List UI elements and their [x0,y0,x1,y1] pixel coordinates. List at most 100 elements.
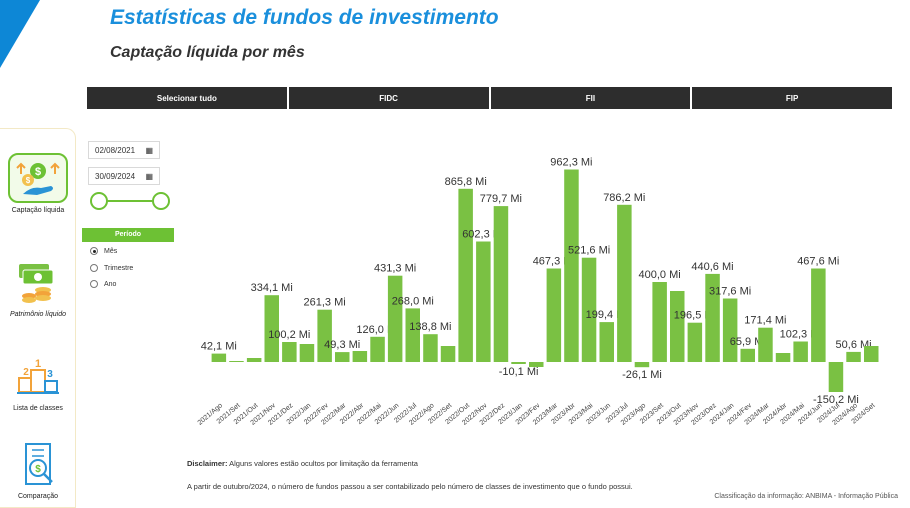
bar-2022/Dez[interactable] [493,206,509,362]
bar-2021/Dez[interactable] [282,342,297,362]
methodology-note: A partir de outubro/2024, o número de fu… [187,482,633,491]
bar-2023/Abr[interactable] [564,169,579,363]
data-label: 431,3 Mi [374,263,416,275]
data-label: 138,8 Mi [409,321,451,333]
bar-2023/Jan[interactable] [511,362,526,364]
data-label: 440,6 Mi [691,261,733,273]
bar-2021/Nov[interactable] [264,295,280,362]
bar-2022/Mar[interactable] [335,352,350,362]
radio-button [90,280,98,288]
bar-2022/Ago[interactable] [423,334,438,362]
bar-2024/Jul[interactable] [828,362,844,392]
sidebar-item-label: Comparação [17,493,59,500]
bar-2024/Ago[interactable] [846,351,861,362]
bar-2024/Jun[interactable] [811,268,826,363]
data-label: 65,9 Mi [730,336,766,348]
data-label: 786,2 Mi [603,192,645,204]
bar-2023/Dez[interactable] [705,273,720,362]
bar-2022/Mai[interactable] [370,336,385,362]
bar-2023/Jun[interactable] [599,322,615,362]
radio-button [90,264,98,272]
svg-text:2: 2 [23,367,29,378]
bar-2022/Jan[interactable] [299,344,315,362]
start-date-input[interactable]: 02/08/2021 ▦ [88,141,160,159]
data-label: 261,3 Mi [303,297,345,309]
page-title: Estatísticas de fundos de investimento [110,6,499,29]
building-search-icon: $ [8,439,68,489]
bar-2023/Mar[interactable] [546,268,562,363]
svg-text:3: 3 [47,369,53,380]
filter-select-all-button[interactable]: Selecionar tudo [87,87,287,109]
period-option-ano[interactable]: Ano [90,280,116,288]
slider-track [98,200,162,202]
podium-icon: 1 2 3 [8,351,68,401]
data-label: 865,8 Mi [445,176,487,188]
bar-2022/Jul[interactable] [405,308,421,362]
bar-2021/Ago[interactable] [211,353,227,362]
bar-2023/Out[interactable] [670,291,685,362]
bar-2022/Jun[interactable] [387,275,403,362]
disclaimer-text: Alguns valores estão ocultos por limitaç… [229,459,418,468]
bar-2024/Set[interactable] [864,346,879,362]
bar-2022/Abr[interactable] [352,351,368,362]
data-label: 49,3 Mi [324,339,360,351]
period-option-label: Mês [104,247,118,255]
period-option-label: Ano [104,280,117,288]
bar-2021/Set[interactable] [229,361,244,362]
date-range-slider[interactable] [90,191,170,211]
filter-fii-button[interactable]: FII [490,87,691,109]
sidebar: $ $ Captação líquida Patrimônio lí [0,128,76,508]
period-header: Período [82,228,174,242]
svg-text:$: $ [35,464,41,475]
data-label: 317,6 Mi [709,286,751,298]
sidebar-item-lista-classes[interactable]: 1 2 3 Lista de classes [0,351,76,412]
data-label: 334,1 Mi [251,282,293,294]
data-label: 171,4 Mi [744,315,786,327]
filter-fidc-button[interactable]: FIDC [288,87,489,109]
bar-2024/Fev[interactable] [740,348,756,362]
bar-2023/Fev[interactable] [529,362,544,367]
bar-2022/Set[interactable] [440,346,456,362]
sidebar-item-patrimonio[interactable]: Patrimônio líquido [0,257,76,318]
data-label: 962,3 Mi [550,157,592,169]
data-label: 467,6 Mi [797,256,839,268]
end-date-input[interactable]: 30/09/2024 ▦ [88,167,160,185]
period-option-label: Trimestre [104,264,134,272]
data-label: 521,6 Mi [568,245,610,257]
svg-text:$: $ [35,166,41,178]
bar-2024/Mai[interactable] [793,341,808,363]
bar-2023/Jul[interactable] [617,204,632,362]
bar-2024/Mar[interactable] [758,327,773,362]
start-date-value: 02/08/2021 [95,145,136,155]
bar-2022/Fev[interactable] [317,309,332,362]
data-label: -26,1 Mi [622,369,662,381]
slider-end-handle[interactable] [152,192,170,210]
disclaimer: Disclaimer: Alguns valores estão ocultos… [187,459,418,468]
bar-2024/Jan[interactable] [722,298,738,363]
slider-start-handle[interactable] [90,192,108,210]
period-option-mes[interactable]: Mês [90,247,117,255]
sidebar-item-comparacao[interactable]: $ Comparação [0,439,76,500]
cash-coins-icon [8,257,68,307]
money-hand-icon: $ $ [8,153,68,203]
bar-2023/Ago[interactable] [634,362,650,368]
svg-text:1: 1 [35,358,41,370]
bar-2022/Nov[interactable] [476,241,491,363]
bar-2023/Set[interactable] [652,282,667,362]
sidebar-item-label: Lista de classes [13,405,63,412]
data-label: 100,2 Mi [268,329,310,341]
bar-2023/Mai[interactable] [581,257,597,362]
bar-2023/Nov[interactable] [687,322,703,362]
bar-2022/Out[interactable] [458,188,473,362]
data-label: -150,2 Mi [813,394,859,406]
data-label: -10,1 Mi [499,366,539,378]
radio-button-checked [90,247,98,255]
end-date-value: 30/09/2024 [95,171,136,181]
filter-fip-button[interactable]: FIP [692,87,892,109]
bar-2024/Abr[interactable] [775,353,791,362]
sidebar-item-captacao[interactable]: $ $ Captação líquida [0,153,76,214]
bar-2021/Out[interactable] [246,358,262,362]
period-option-trimestre[interactable]: Trimestre [90,264,133,272]
data-label: 42,1 Mi [201,341,237,353]
